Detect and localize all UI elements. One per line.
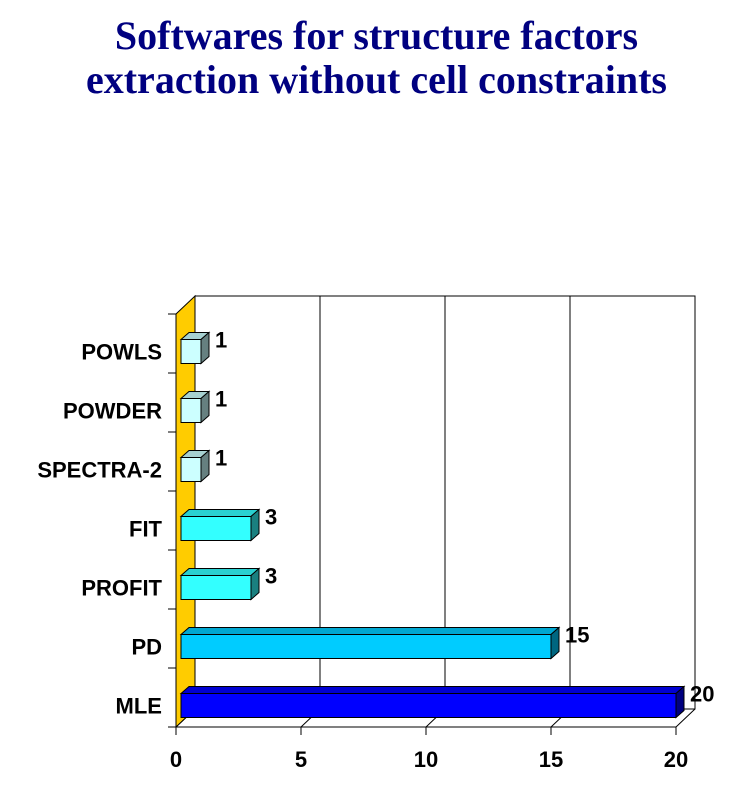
data-label: 15 bbox=[565, 623, 589, 648]
floor-gridline bbox=[675, 708, 696, 728]
category-label: MLE bbox=[116, 694, 162, 719]
x-tick-label: 0 bbox=[170, 747, 182, 772]
bar bbox=[180, 339, 202, 364]
category-label: POWDER bbox=[63, 399, 162, 424]
title-line-2: extraction without cell constraints bbox=[85, 57, 667, 102]
x-tick-label: 20 bbox=[664, 747, 688, 772]
category-label: SPECTRA-2 bbox=[37, 458, 162, 483]
category-label: FIT bbox=[129, 517, 163, 542]
bar-top bbox=[179, 686, 686, 694]
bar bbox=[180, 457, 202, 482]
data-label: 1 bbox=[215, 387, 227, 412]
title-line-1: Softwares for structure factors bbox=[114, 13, 639, 58]
data-label: 3 bbox=[265, 505, 277, 530]
bar-top bbox=[179, 509, 261, 517]
category-label: POWLS bbox=[81, 340, 162, 365]
bar-top bbox=[179, 568, 261, 576]
data-label: 20 bbox=[690, 682, 714, 707]
chart-title: Softwares for structure factors extracti… bbox=[0, 14, 753, 102]
x-tick-label: 10 bbox=[414, 747, 438, 772]
data-label: 1 bbox=[215, 328, 227, 353]
data-label: 1 bbox=[215, 446, 227, 471]
x-tick-label: 5 bbox=[295, 747, 307, 772]
category-label: PROFIT bbox=[81, 576, 162, 601]
bar-top bbox=[179, 627, 561, 635]
bar bbox=[180, 516, 252, 541]
bar bbox=[180, 575, 252, 600]
category-label: PD bbox=[131, 635, 162, 660]
bar bbox=[180, 693, 677, 718]
data-label: 3 bbox=[265, 564, 277, 589]
x-tick-label: 15 bbox=[539, 747, 563, 772]
bar bbox=[180, 634, 552, 659]
bar bbox=[180, 398, 202, 423]
